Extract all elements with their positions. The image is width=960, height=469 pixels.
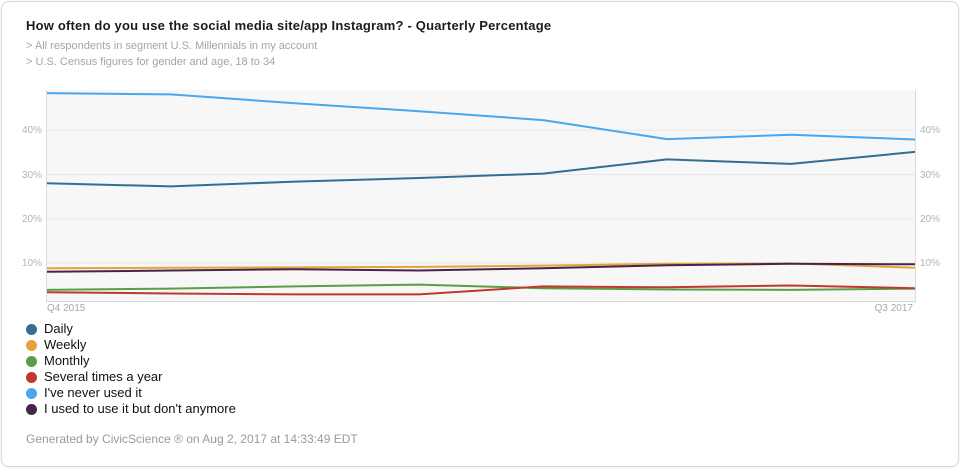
y-tick-label-10: 10% bbox=[21, 258, 42, 269]
legend-swatch-icon bbox=[26, 387, 37, 399]
legend-item-daily[interactable]: Daily bbox=[26, 321, 236, 337]
legend-item-several-times-a-year[interactable]: Several times a year bbox=[26, 369, 236, 385]
y-tick-label-40: 40% bbox=[920, 125, 941, 137]
legend-label: Weekly bbox=[44, 337, 87, 352]
legend-item-weekly[interactable]: Weekly bbox=[26, 337, 236, 353]
series-line-several-times-a-year bbox=[47, 284, 915, 296]
legend: Daily Weekly Monthly Several times a year I'… bbox=[26, 321, 236, 417]
chart-subtitle-segment: > All respondents in segment U.S. Millen… bbox=[26, 40, 318, 52]
legend-item-i-ve-never-used-it[interactable]: I've never used it bbox=[26, 385, 236, 401]
footer-text: Generated by CivicScience ® on Aug 2, 20… bbox=[26, 432, 358, 446]
series-svg bbox=[47, 92, 915, 296]
legend-swatch-icon bbox=[26, 403, 37, 415]
legend-label: I used to use it but don't anymore bbox=[44, 401, 236, 416]
legend-item-i-used-to-use-it-but-don-t-anymore[interactable]: I used to use it but don't anymore bbox=[26, 401, 236, 417]
y-axis-right: 10% 20% 30% 40% bbox=[920, 90, 958, 302]
legend-swatch-icon bbox=[26, 371, 37, 383]
legend-label: Monthly bbox=[44, 353, 90, 368]
series-line-i-used-to-use-it-but-don-t-anymore bbox=[47, 262, 915, 273]
x-axis-label-last: Q3 2017 bbox=[874, 303, 913, 314]
legend-swatch-icon bbox=[26, 339, 37, 351]
legend-swatch-icon bbox=[26, 323, 37, 335]
legend-item-monthly[interactable]: Monthly bbox=[26, 353, 236, 369]
y-tick-label-40: 40% bbox=[21, 125, 42, 137]
series-line-daily bbox=[47, 150, 915, 188]
series-line-i-ve-never-used-it bbox=[47, 92, 915, 141]
legend-swatch-icon bbox=[26, 355, 37, 367]
y-axis-left: 10% 20% 30% 40% bbox=[2, 90, 42, 302]
legend-label: Daily bbox=[44, 321, 73, 336]
page-title: How often do you use the social media si… bbox=[26, 18, 552, 33]
chart-subtitle-weighting: > U.S. Census figures for gender and age… bbox=[26, 56, 276, 68]
y-tick-label-20: 20% bbox=[920, 213, 941, 225]
legend-label: I've never used it bbox=[44, 385, 142, 400]
legend-label: Several times a year bbox=[44, 369, 163, 384]
y-tick-label-10: 10% bbox=[920, 258, 941, 269]
x-axis-label-first: Q4 2015 bbox=[47, 303, 86, 314]
y-tick-label-20: 20% bbox=[21, 213, 42, 225]
y-tick-label-30: 30% bbox=[920, 169, 941, 181]
series-line-monthly bbox=[47, 283, 915, 291]
y-tick-label-30: 30% bbox=[21, 169, 42, 181]
plot-area bbox=[46, 90, 916, 302]
